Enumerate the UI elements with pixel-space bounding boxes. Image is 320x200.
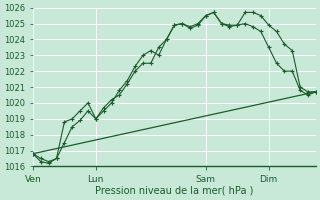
X-axis label: Pression niveau de la mer( hPa ): Pression niveau de la mer( hPa ): [95, 186, 253, 196]
